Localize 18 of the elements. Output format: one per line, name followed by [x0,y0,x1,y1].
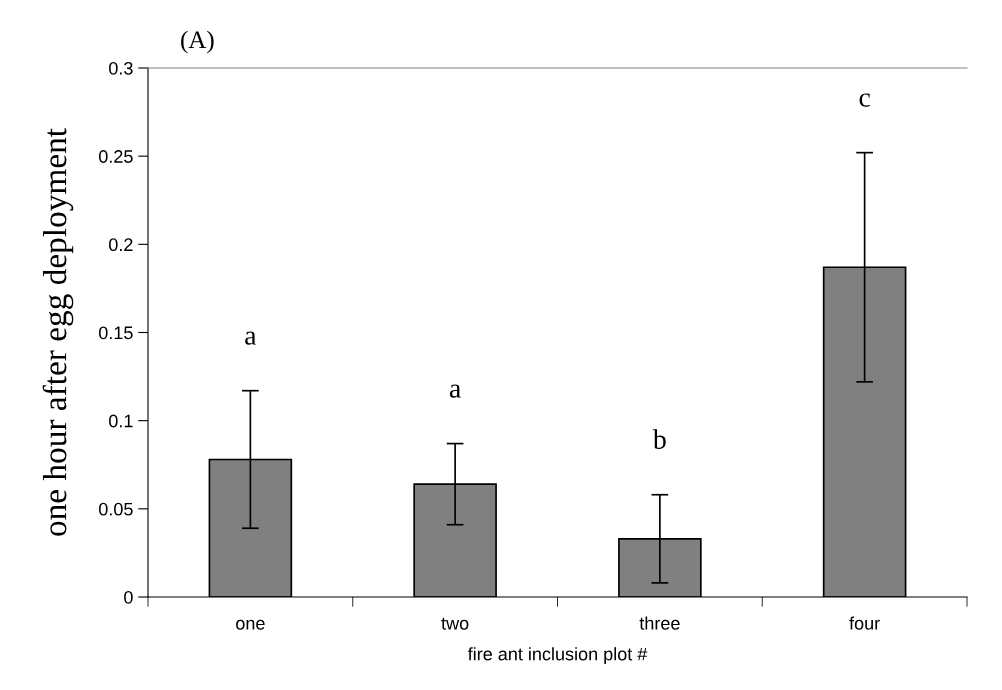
x-tick-label: four [849,616,880,630]
annotation: a [449,384,461,398]
y-tick-label: 0.3 [109,61,133,75]
chart-title: (A) [181,30,214,54]
x-axis-title: fire ant inclusion plot # [467,647,648,664]
annotation: a [245,331,257,345]
y-tick-label: 0.25 [98,150,133,163]
y-tick-label: 0.1 [109,414,133,428]
x-tick-label: one [236,619,265,630]
y-tick-label: 0.05 [98,502,133,516]
y-tick-label: 0 [124,590,133,604]
x-tick-label: two [441,617,469,630]
y-tick-label: 0.2 [109,238,133,252]
x-tick-label: three [639,616,680,630]
annotation: b [652,429,666,449]
y-tick-label: 0.15 [98,326,133,340]
y-axis-title: one hour after egg deployment [42,128,74,536]
annotation: c [859,93,870,107]
